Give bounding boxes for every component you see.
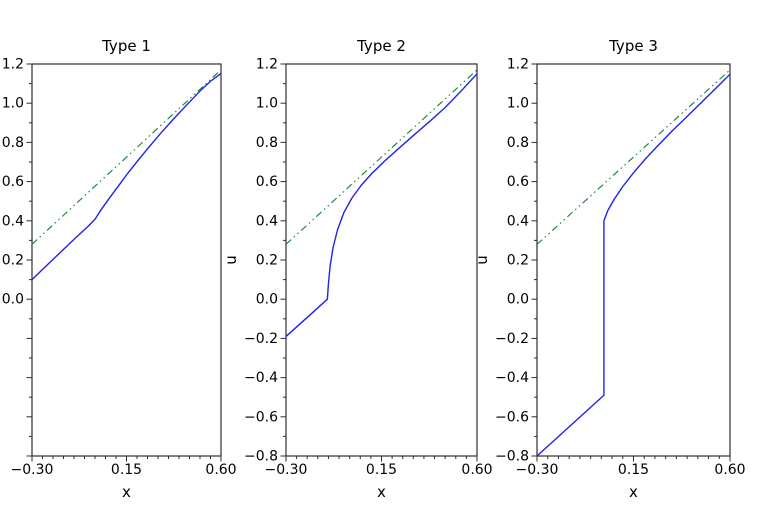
y-tick-label: 0.8 — [507, 135, 529, 151]
plot-frame — [31, 63, 222, 457]
x-tick-label: 0.60 — [205, 462, 236, 478]
y-tick-label: 1.0 — [256, 96, 278, 112]
y-tick-label: −0.8 — [495, 449, 529, 465]
x-tick-label: 0.15 — [618, 462, 649, 478]
subplot-title: Type 2 — [356, 37, 406, 55]
y-tick-label: −0.6 — [495, 409, 529, 425]
y-tick-label: 1.0 — [507, 96, 529, 112]
subplot-title: Type 3 — [608, 37, 658, 55]
x-tick-label: 0.15 — [366, 462, 397, 478]
series-solution-line — [31, 72, 222, 281]
x-axis-label: x — [629, 483, 638, 501]
subplot-type-3: −0.30 0.15 0.60 1.2 1.0 0.8 0.6 0.4 0.2 0.0 −0.2 −0… — [473, 37, 746, 501]
y-tick-label: 0.0 — [507, 292, 529, 308]
y-tick-label: 1.2 — [507, 57, 529, 73]
y-tick-label: 0.0 — [2, 292, 24, 308]
x-tick-label: 0.60 — [714, 462, 745, 478]
y-tick-label: 0.2 — [256, 253, 278, 269]
subplot-type-1: −0.30 0.15 0.60 1.2 1.0 0.8 0.6 0.4 0.2 0.0 Type 1… — [2, 37, 237, 501]
y-tick-label: −0.4 — [244, 370, 278, 386]
y-tick-label: 1.0 — [2, 96, 24, 112]
x-tick-label: −0.30 — [265, 462, 308, 478]
y-tick-label: −0.6 — [244, 409, 278, 425]
series-solution-line — [285, 73, 478, 337]
y-tick-label: 0.8 — [2, 135, 24, 151]
axis-ticks — [280, 63, 478, 462]
y-axis-label: u — [473, 255, 491, 265]
y-tick-label: −0.8 — [244, 449, 278, 465]
y-tick-label: 0.0 — [256, 292, 278, 308]
x-axis-label: x — [122, 483, 131, 501]
y-tick-label: 0.4 — [256, 213, 278, 229]
series-outer-dashdot-line — [285, 69, 478, 245]
y-tick-label: 0.2 — [2, 253, 24, 269]
plot-frame — [285, 63, 478, 457]
series-solution-line — [536, 73, 731, 457]
y-tick-label: −0.2 — [495, 331, 529, 347]
x-tick-label: 0.60 — [461, 462, 492, 478]
x-axis-label: x — [377, 483, 386, 501]
plot-frame — [536, 63, 731, 457]
series-outer-dashdot-line — [536, 69, 731, 245]
y-tick-label: 1.2 — [256, 57, 278, 73]
series-outer-dashdot-line — [31, 69, 222, 245]
y-tick-label: 0.4 — [507, 213, 529, 229]
subplot-title: Type 1 — [101, 37, 151, 55]
x-tick-label: −0.30 — [11, 462, 54, 478]
y-tick-label: 0.2 — [507, 253, 529, 269]
y-tick-label: 0.6 — [2, 174, 24, 190]
x-tick-label: −0.30 — [516, 462, 559, 478]
axis-ticks — [531, 63, 731, 462]
y-tick-label: 0.6 — [507, 174, 529, 190]
axis-ticks — [26, 63, 222, 462]
y-axis-label: u — [222, 255, 240, 265]
y-tick-label: 0.8 — [256, 135, 278, 151]
y-tick-label: 0.6 — [256, 174, 278, 190]
y-tick-label: −0.4 — [495, 370, 529, 386]
subplot-type-2: −0.30 0.15 0.60 1.2 1.0 0.8 0.6 0.4 0.2 0.0 −0.2 −0… — [222, 37, 493, 501]
x-tick-label: 0.15 — [111, 462, 142, 478]
y-tick-label: 1.2 — [2, 57, 24, 73]
y-tick-label: 0.4 — [2, 213, 24, 229]
y-tick-label: −0.2 — [244, 331, 278, 347]
